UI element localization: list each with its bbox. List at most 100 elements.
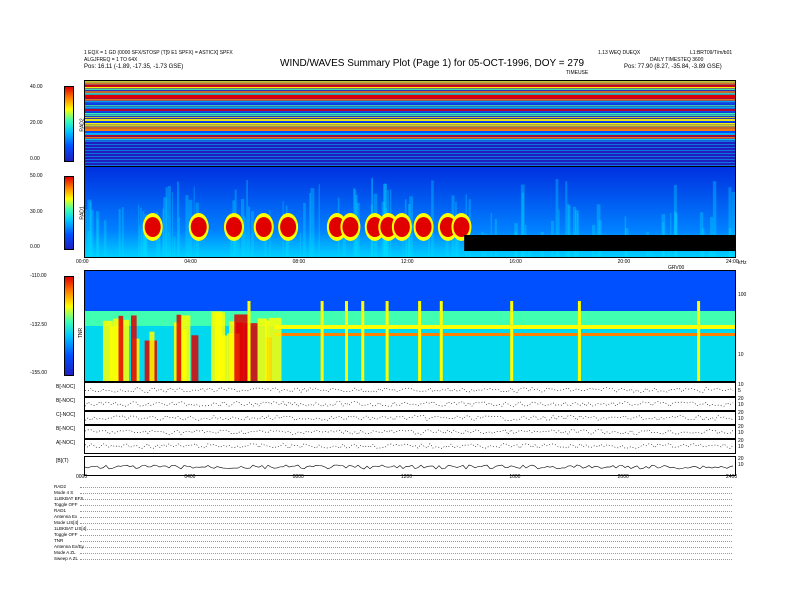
rad1-burst <box>225 217 242 237</box>
bottom-axis-label: 2000 <box>617 474 629 480</box>
rad1-streak <box>565 181 568 257</box>
line-panel <box>84 410 736 426</box>
rad1-streak <box>185 195 189 257</box>
tnr-vertical-burst <box>345 301 348 381</box>
rad1-tick-bottom: 0.00 <box>30 244 40 250</box>
header-right-line2: DAILY TIMESTEQ 3600 <box>650 57 704 63</box>
tnr-colorbar <box>64 276 74 376</box>
line-panel-right-tick: 20 <box>738 456 744 462</box>
tnr-tick-bottom: -155.00 <box>30 370 47 376</box>
rad2-band <box>85 119 735 122</box>
line-trace <box>85 464 734 470</box>
rad2-tick-top: 40.00 <box>30 84 43 90</box>
rad1-streak <box>596 204 601 257</box>
rad1-dark-band <box>464 235 735 251</box>
rad1-streak <box>140 228 143 257</box>
rad2-band <box>85 85 735 88</box>
rad2-band <box>85 139 735 141</box>
rad2-band <box>85 133 735 135</box>
status-item: Antenna Ex/Ey <box>54 544 84 549</box>
time-axis-unit: GRV00 <box>668 265 685 271</box>
rad2-band <box>85 115 735 117</box>
rad1-streak <box>162 208 165 257</box>
rad2-band <box>85 103 735 105</box>
status-group-name: RAD2 <box>54 484 67 489</box>
rad1-burst <box>453 217 470 237</box>
rad2-band <box>85 162 735 163</box>
status-group-name: TNR <box>54 538 64 543</box>
line-panel-right-tick: 5 <box>738 388 741 394</box>
rad1-streak <box>143 222 147 257</box>
rad1-streak <box>521 192 524 257</box>
rad2-tick-mid: 20.00 <box>30 120 43 126</box>
bottom-axis-label: 2400 <box>726 474 738 480</box>
status-dotline <box>80 529 732 530</box>
line-panel <box>84 382 736 398</box>
rad1-tick-mid: 30.00 <box>30 209 43 215</box>
rad2-band <box>85 165 735 166</box>
rad2-band <box>85 153 735 154</box>
rad1-streak <box>121 207 124 257</box>
rad1-streak <box>145 235 148 257</box>
line-panel-right-tick: 10 <box>738 444 744 450</box>
bottom-axis-label: 1600 <box>509 474 521 480</box>
line-panel-label: C[-NOC] <box>56 412 76 418</box>
rad2-band <box>85 99 735 101</box>
header-left-pos: Pos: 16.11 (-1.89, -17.35, -1.73 GSE) <box>84 64 184 70</box>
line-panel-right-tick: 20 <box>738 438 744 444</box>
line-panel-right-tick: 10 <box>738 430 744 436</box>
status-dotline <box>80 487 732 488</box>
rad1-streak <box>699 212 704 257</box>
line-trace <box>85 429 734 436</box>
status-dotline <box>80 559 732 560</box>
rad1-streak <box>96 219 99 257</box>
line-panel-label: B[-NOC] <box>56 426 75 432</box>
rad1-burst <box>342 217 359 237</box>
line-trace <box>85 401 734 407</box>
rad2-band <box>85 91 735 94</box>
rad1-streak <box>87 231 91 257</box>
rad2-band <box>85 83 735 85</box>
rad1-streak <box>555 179 559 257</box>
status-item: Antenna Ex <box>54 514 78 519</box>
status-dotline <box>80 553 732 554</box>
rad1-streak <box>568 205 571 257</box>
rad1-burst <box>144 217 161 237</box>
status-item: Mode A ZL <box>54 550 76 555</box>
rad1-streak <box>87 199 92 257</box>
tnr-lowfreq-burst <box>130 315 137 381</box>
tnr-vertical-burst <box>510 301 514 381</box>
line-panel-right-tick: 10 <box>738 402 744 408</box>
rad1-spectrogram <box>84 166 736 258</box>
status-dotline <box>80 547 732 548</box>
rad2-band <box>85 147 735 148</box>
rad2-band <box>85 121 735 123</box>
line-panel <box>84 396 736 412</box>
tnr-vertical-burst <box>320 301 324 381</box>
tnr-band-yellow <box>274 325 735 329</box>
rad1-streak <box>143 232 146 257</box>
rad1-streak <box>173 236 176 257</box>
rad1-streak <box>118 208 121 257</box>
line-panel <box>84 424 736 440</box>
tnr-lowfreq-burst <box>102 320 113 381</box>
rad1-streak <box>165 187 168 257</box>
tnr-lowfreq-burst <box>118 315 124 381</box>
status-item: 1LBKBAT BFS <box>54 496 84 501</box>
header-center-small: TIMEUSE <box>566 70 589 76</box>
rad2-band <box>85 144 735 145</box>
tnr-spectrogram <box>84 270 736 382</box>
rad2-tick-bottom: 0.00 <box>30 156 40 162</box>
status-item: Sweep A ZL <box>54 556 79 561</box>
tnr-lowfreq-burst <box>180 315 191 381</box>
tnr-vertical-burst <box>577 301 581 381</box>
rad1-streak <box>520 184 525 257</box>
rad1-streak <box>158 230 161 257</box>
rad1-streak <box>490 212 492 257</box>
status-dotline <box>80 523 732 524</box>
status-item: Mode LIS[4] <box>54 520 79 525</box>
status-item: Toggle OFF <box>54 532 78 537</box>
rad2-band <box>85 105 735 107</box>
header-left-line1: 1 EQX = 1 GD (0000 SFX/STOSP (T[9 E1 SPF… <box>84 50 233 56</box>
rad2-band <box>85 156 735 157</box>
